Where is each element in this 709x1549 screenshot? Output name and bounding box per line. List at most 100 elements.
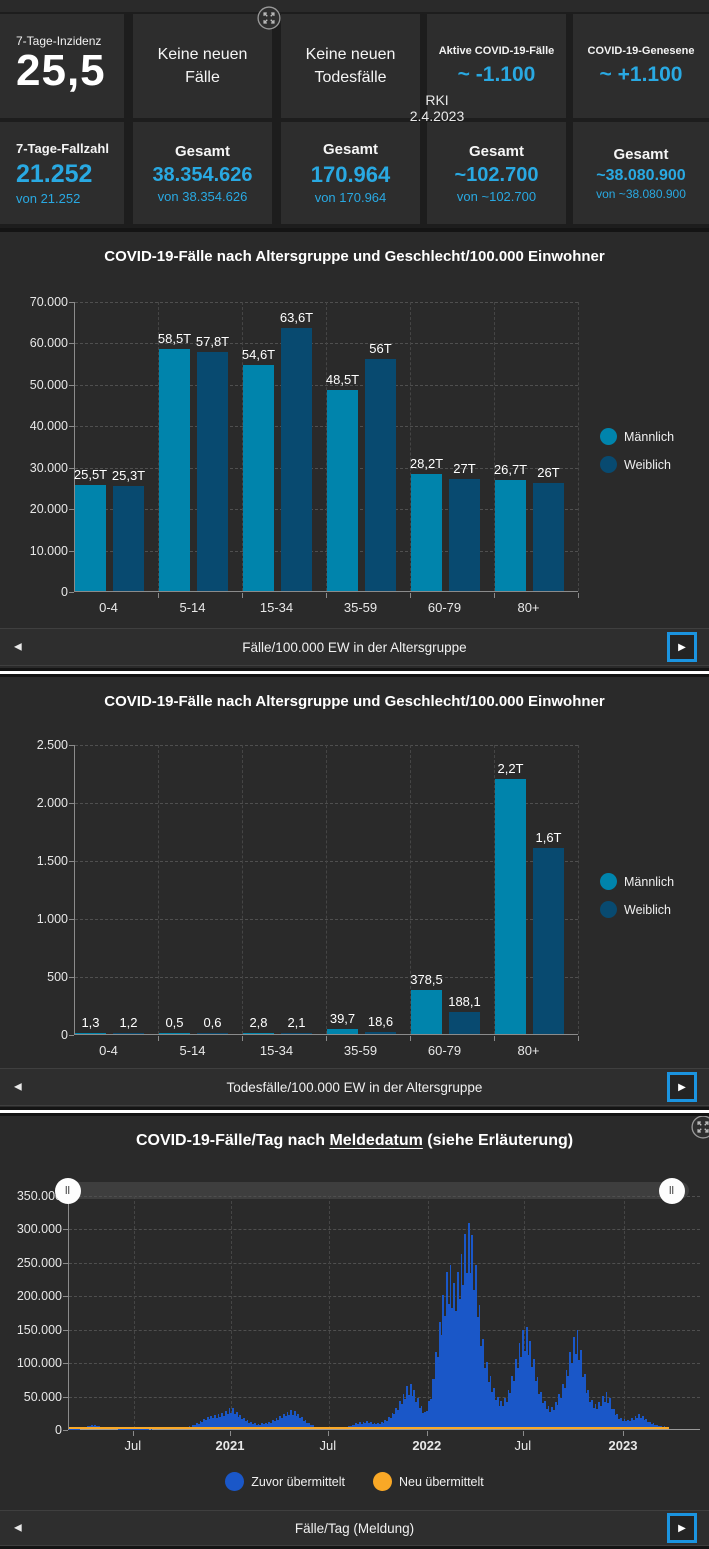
- daily-bar: [431, 1378, 434, 1429]
- gridline: [523, 1196, 525, 1429]
- daily-bars: [69, 1195, 669, 1429]
- daily-bar: [293, 1411, 296, 1429]
- legend-label: Weiblich: [624, 457, 672, 472]
- expand-icon[interactable]: [691, 1116, 709, 1139]
- x-tick-label: 2022: [412, 1438, 442, 1453]
- daily-bar: [366, 1421, 369, 1429]
- meldedatum-link[interactable]: Meldedatum: [329, 1132, 423, 1149]
- daily-bar: [496, 1396, 499, 1429]
- daily-bar: [415, 1401, 417, 1429]
- daily-bar: [547, 1406, 550, 1429]
- expand-icon[interactable]: [257, 6, 281, 30]
- y-tick-label: 20.000: [29, 502, 68, 517]
- daily-bar: [359, 1422, 361, 1429]
- daily-bar: [563, 1388, 566, 1429]
- watermark-line2: 2.4.2023: [409, 108, 465, 124]
- daily-bar: [215, 1417, 218, 1429]
- y-tick-label: 50.000: [23, 1389, 62, 1404]
- gridline: [578, 302, 579, 591]
- daily-bar: [536, 1376, 539, 1429]
- card-label: Gesamt: [174, 142, 231, 160]
- daily-bar: [565, 1370, 568, 1429]
- daily-bar: [650, 1423, 653, 1429]
- daily-bar: [545, 1409, 548, 1429]
- legend-swatch: [600, 428, 617, 445]
- daily-bar: [409, 1383, 412, 1429]
- y-tick-label: 300.000: [16, 1222, 62, 1237]
- daily-bar: [525, 1327, 528, 1429]
- daily-bar: [395, 1407, 398, 1429]
- x-tick-label: 80+: [517, 1043, 540, 1058]
- next-page-button[interactable]: ▶: [667, 1072, 697, 1102]
- daily-bar: [426, 1411, 428, 1429]
- chart-footer: Fälle/100.000 EW in der Altersgruppe ◀ ▶: [0, 628, 709, 666]
- daily-bar: [538, 1394, 541, 1429]
- daily-bar: [301, 1416, 303, 1429]
- daily-bar: [610, 1409, 613, 1429]
- daily-bar: [616, 1414, 619, 1429]
- prev-page-icon[interactable]: ◀: [14, 1081, 22, 1093]
- bar-male: [75, 485, 106, 591]
- x-tick-label: Jul: [319, 1438, 337, 1453]
- slider-handle-left[interactable]: ‖: [55, 1178, 81, 1204]
- x-tick-label: 5-14: [179, 1043, 206, 1058]
- prev-page-icon[interactable]: ◀: [14, 1522, 22, 1534]
- daily-bar: [397, 1409, 399, 1429]
- gridline: [578, 745, 579, 1034]
- daily-bar: [400, 1404, 403, 1429]
- card-subvalue: von ~38.080.900: [596, 186, 686, 201]
- section-divider: [0, 668, 709, 677]
- daily-bar: [308, 1423, 311, 1429]
- gridline: [69, 1196, 700, 1197]
- gridline: [158, 302, 159, 591]
- y-tick-label: 350.000: [16, 1189, 62, 1203]
- bar-value-label: 1,2: [119, 1014, 138, 1030]
- gridline: [69, 1229, 700, 1231]
- plot-area: [68, 1196, 700, 1430]
- slider-handle-right[interactable]: ‖: [659, 1178, 685, 1204]
- gridline: [158, 745, 159, 1034]
- daily-bar: [600, 1405, 602, 1429]
- daily-bar: [389, 1418, 392, 1429]
- daily-bar: [491, 1391, 494, 1429]
- daily-bar: [618, 1418, 620, 1429]
- bar-value-label: 378,5: [410, 972, 443, 988]
- daily-bar: [273, 1421, 276, 1429]
- daily-bar: [252, 1423, 254, 1429]
- legend-item: Zuvor übermittelt: [225, 1472, 345, 1491]
- daily-bar: [270, 1422, 272, 1429]
- card-label: Gesamt: [468, 142, 525, 160]
- x-tick-mark: [578, 1036, 579, 1041]
- daily-bar: [226, 1413, 229, 1429]
- legend-label: Männlich: [624, 429, 675, 444]
- next-page-button[interactable]: ▶: [667, 1513, 697, 1543]
- next-page-button[interactable]: ▶: [667, 632, 697, 662]
- daily-bar: [594, 1404, 597, 1429]
- section-divider: [0, 1107, 709, 1116]
- bar-value-label: 58,5T: [157, 330, 192, 346]
- y-tick-mark: [69, 919, 74, 920]
- daily-bar: [540, 1391, 543, 1429]
- y-tick-label: 30.000: [29, 460, 68, 475]
- daily-bar: [493, 1387, 495, 1429]
- y-tick-label: 250.000: [16, 1255, 62, 1270]
- x-tick-label: 35-59: [343, 600, 378, 615]
- x-tick-mark: [327, 1431, 329, 1436]
- daily-bar: [282, 1413, 285, 1429]
- daily-bar: [203, 1418, 205, 1429]
- y-tick-mark: [63, 1229, 68, 1231]
- card-value: ~102.700: [454, 163, 539, 186]
- bar-female: [365, 1031, 396, 1034]
- daily-bar: [259, 1424, 262, 1429]
- prev-page-icon[interactable]: ◀: [14, 641, 22, 653]
- daily-bar: [489, 1375, 492, 1429]
- time-range-slider[interactable]: [55, 1182, 689, 1199]
- daily-bar: [407, 1394, 410, 1429]
- daily-bar: [498, 1405, 501, 1429]
- bar-male: [411, 990, 442, 1034]
- card-label: Gesamt: [322, 141, 379, 158]
- chart-daily-cases: COVID-19-Fälle/Tag nach Meldedatum (sieh…: [0, 1116, 709, 1549]
- x-tick-label: 2021: [215, 1438, 245, 1453]
- daily-bar: [199, 1420, 202, 1429]
- daily-bar: [279, 1415, 282, 1429]
